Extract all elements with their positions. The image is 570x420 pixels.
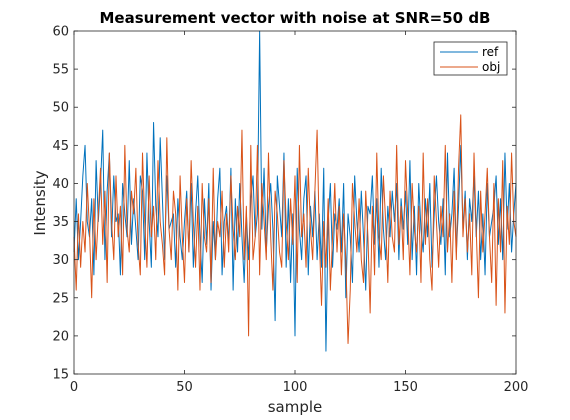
x-axis-label: sample	[268, 398, 323, 416]
legend: ref obj	[433, 41, 508, 76]
chart-title: Measurement vector with noise at SNR=50 …	[100, 9, 491, 27]
legend-label-obj: obj	[482, 60, 500, 74]
y-tick-label: 35	[52, 215, 69, 230]
x-tick-label: 50	[176, 380, 193, 395]
y-tick-label: 60	[52, 25, 69, 40]
legend-box	[433, 41, 508, 76]
series-line-ref	[73, 30, 517, 352]
x-tick-label: 0	[70, 380, 78, 395]
series-line-obj	[73, 114, 517, 345]
x-tick-label: 200	[504, 380, 529, 395]
series-layer	[73, 30, 517, 352]
y-tick-label: 20	[52, 329, 69, 344]
y-tick-label: 30	[52, 253, 69, 268]
y-tick-label: 25	[52, 291, 69, 306]
y-axis-label: Intensity	[31, 170, 49, 235]
tick-layer: 0 50 100 150 200 15 20 25 30 35 40 45 50 55 60	[52, 25, 528, 396]
y-tick-label: 40	[52, 177, 69, 192]
y-tick-label: 15	[52, 368, 69, 383]
x-tick-label: 100	[283, 380, 308, 395]
y-tick-label: 55	[52, 63, 69, 78]
y-tick-label: 50	[52, 101, 69, 116]
y-tick-label: 45	[52, 139, 69, 154]
legend-label-ref: ref	[482, 45, 499, 59]
x-tick-label: 150	[393, 380, 418, 395]
